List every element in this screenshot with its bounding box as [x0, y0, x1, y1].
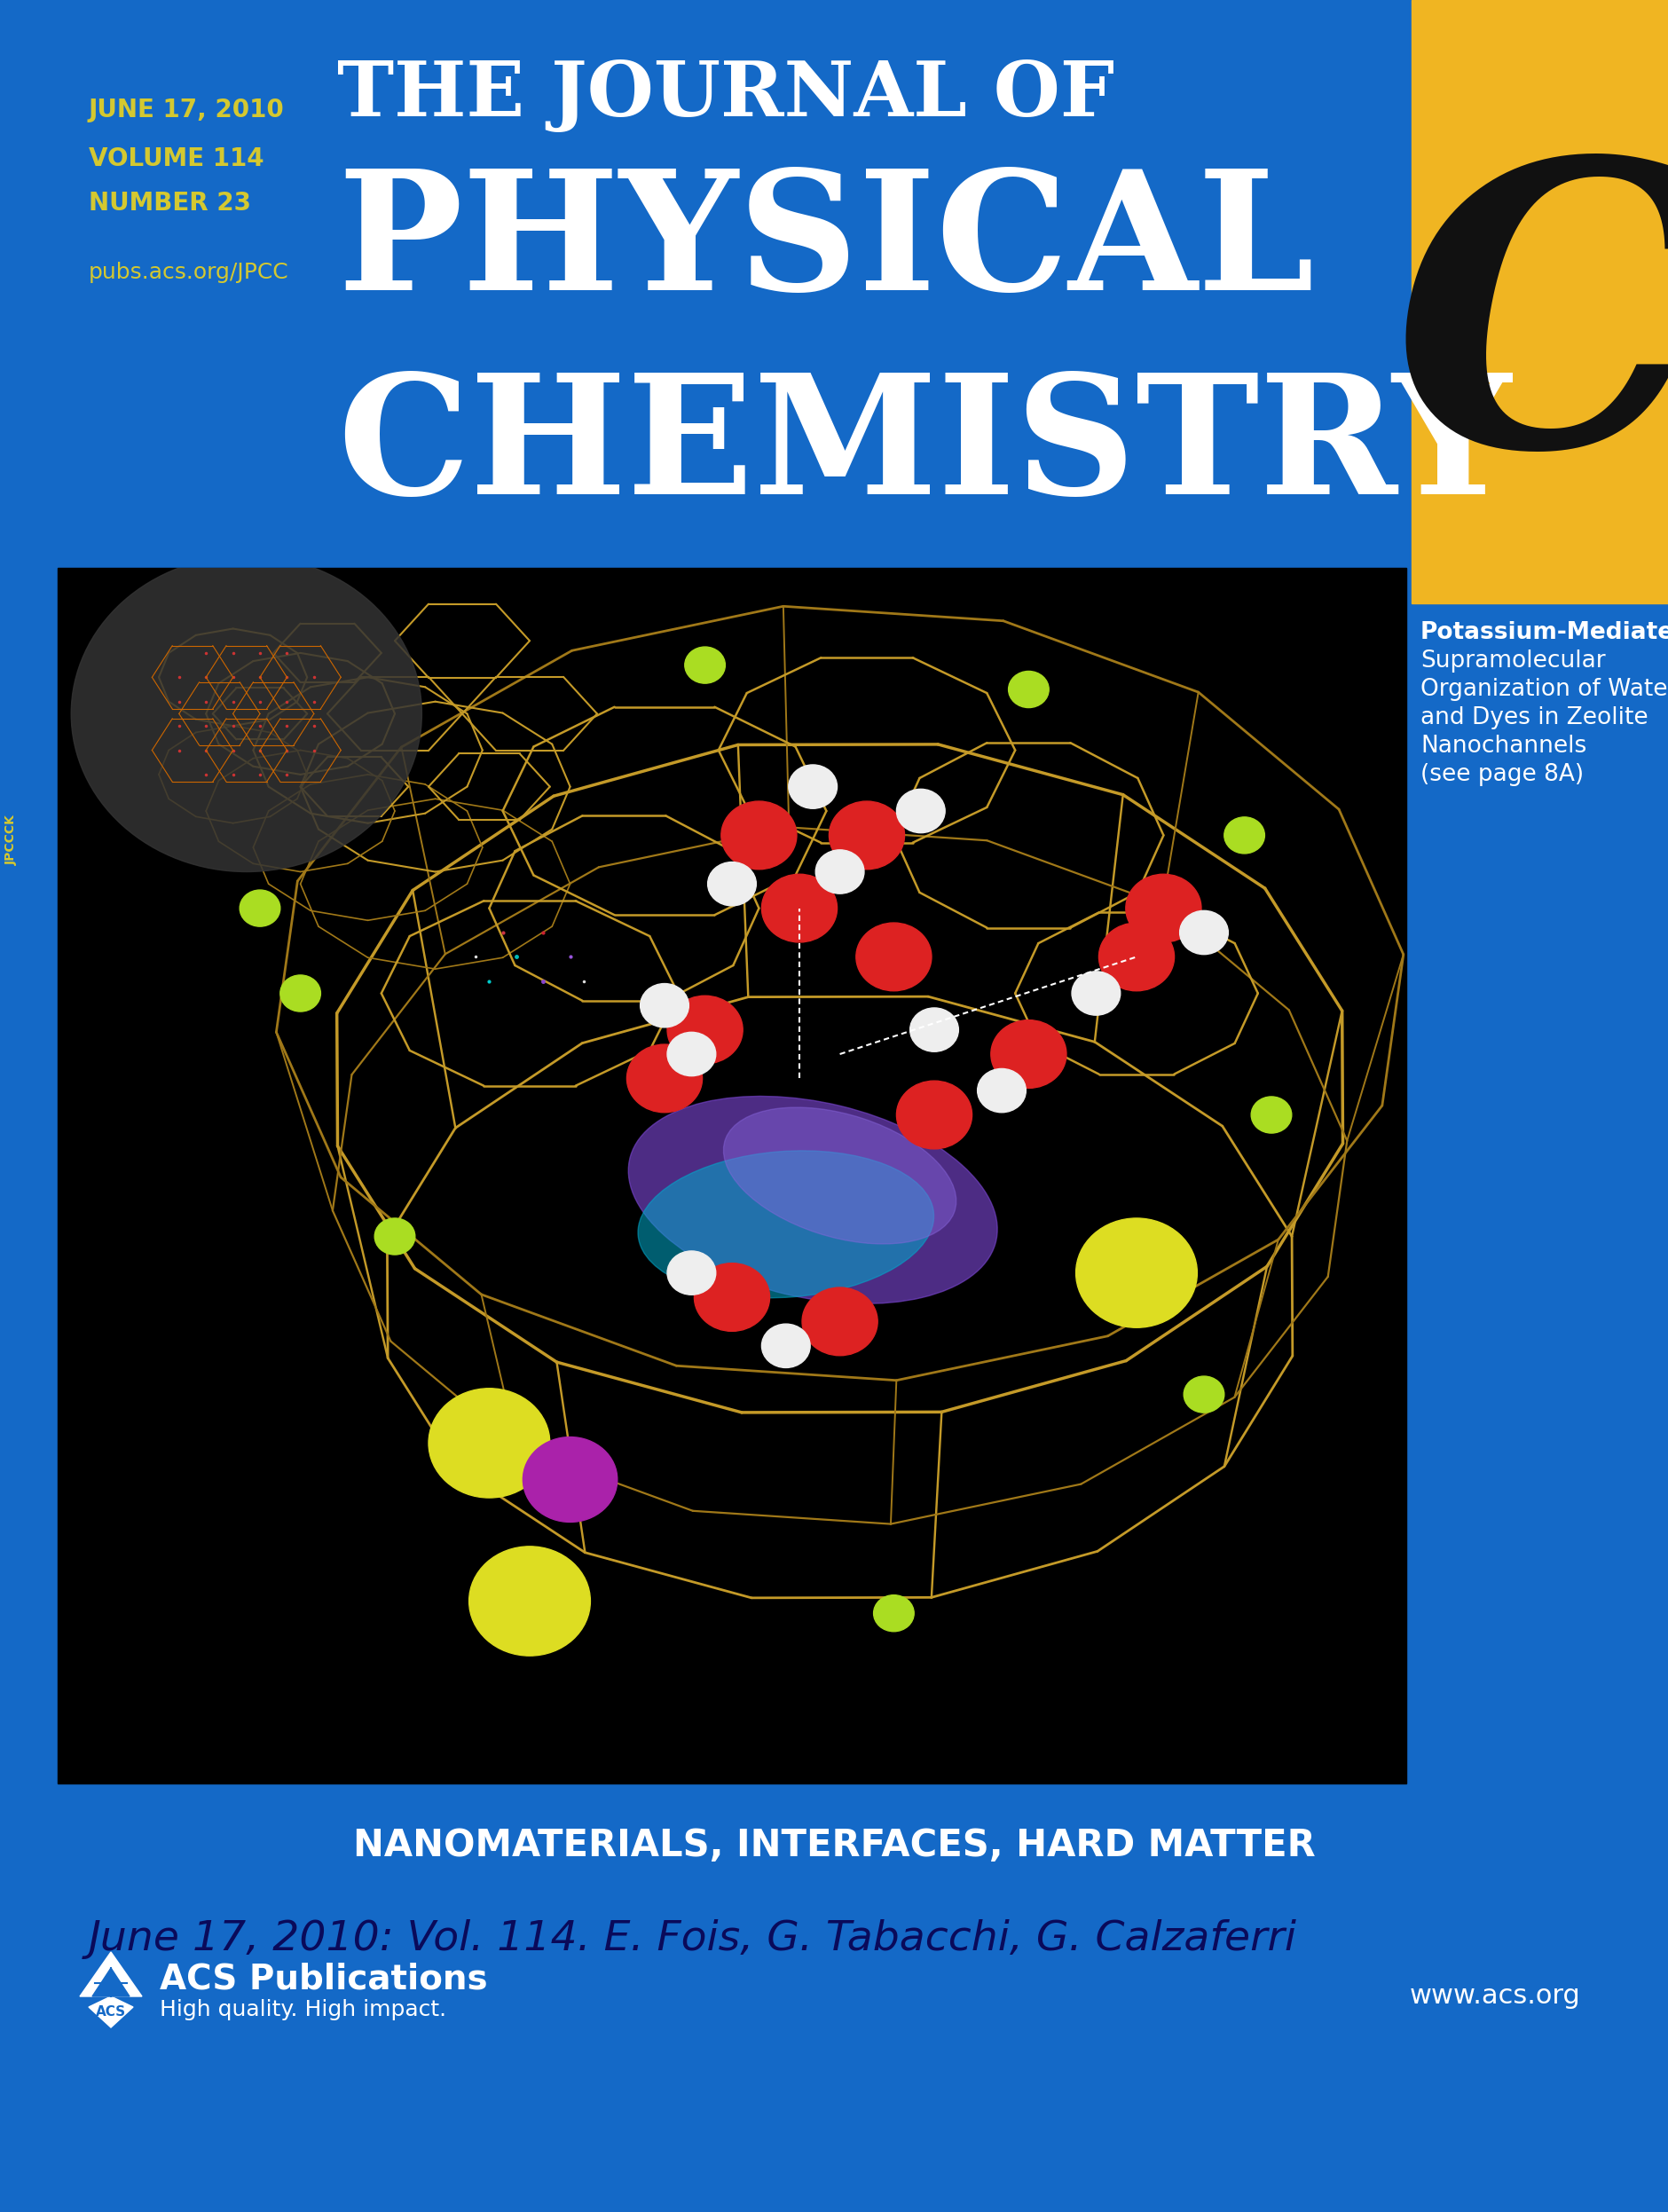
Text: Potassium-Mediated: Potassium-Mediated — [1419, 622, 1668, 644]
Bar — [1411, 0, 1668, 604]
Text: ACS: ACS — [95, 2004, 127, 2017]
Polygon shape — [88, 1997, 133, 2028]
Circle shape — [1179, 911, 1228, 953]
Circle shape — [896, 1082, 971, 1148]
Circle shape — [816, 849, 864, 894]
Circle shape — [909, 1009, 957, 1051]
Circle shape — [667, 1252, 716, 1294]
Circle shape — [684, 646, 726, 684]
Circle shape — [667, 1033, 716, 1075]
Circle shape — [721, 801, 796, 869]
Circle shape — [761, 1325, 809, 1367]
Circle shape — [977, 1068, 1026, 1113]
Circle shape — [469, 1546, 590, 1657]
Circle shape — [522, 1438, 617, 1522]
Circle shape — [802, 1287, 877, 1356]
Text: Organization of Water: Organization of Water — [1419, 677, 1668, 701]
Circle shape — [1126, 874, 1201, 942]
Text: NANOMATERIALS, INTERFACES, HARD MATTER: NANOMATERIALS, INTERFACES, HARD MATTER — [354, 1827, 1314, 1865]
Circle shape — [856, 922, 931, 991]
Ellipse shape — [637, 1150, 934, 1298]
Circle shape — [872, 1595, 914, 1632]
Circle shape — [991, 1020, 1066, 1088]
Circle shape — [1071, 971, 1119, 1015]
Bar — [58, 568, 1406, 1783]
Circle shape — [1183, 1376, 1224, 1413]
Text: C: C — [1391, 146, 1668, 529]
Ellipse shape — [629, 1097, 997, 1303]
Circle shape — [429, 1389, 550, 1498]
Circle shape — [761, 874, 837, 942]
Circle shape — [707, 863, 756, 905]
Text: ACS Publications: ACS Publications — [160, 1962, 487, 1995]
Polygon shape — [80, 1951, 142, 1997]
Text: pubs.acs.org/JPCC: pubs.acs.org/JPCC — [88, 261, 289, 283]
Circle shape — [694, 1263, 769, 1332]
Circle shape — [1098, 922, 1174, 991]
Text: High quality. High impact.: High quality. High impact. — [160, 2000, 445, 2020]
Text: VOLUME 114: VOLUME 114 — [88, 146, 264, 170]
Circle shape — [641, 984, 689, 1026]
Text: Nanochannels: Nanochannels — [1419, 734, 1586, 759]
Circle shape — [72, 555, 422, 872]
Circle shape — [240, 889, 280, 927]
Text: www.acs.org: www.acs.org — [1408, 1984, 1580, 2008]
Text: CHEMISTRY: CHEMISTRY — [337, 367, 1511, 529]
Text: PHYSICAL: PHYSICAL — [337, 164, 1314, 325]
Circle shape — [789, 765, 837, 810]
Circle shape — [1224, 816, 1264, 854]
Text: JPCCCK: JPCCCK — [5, 814, 18, 865]
Circle shape — [1007, 670, 1048, 708]
Circle shape — [1251, 1097, 1291, 1133]
Text: and Dyes in Zeolite: and Dyes in Zeolite — [1419, 706, 1648, 730]
Text: Supramolecular: Supramolecular — [1419, 650, 1605, 672]
Circle shape — [374, 1219, 415, 1254]
Text: THE JOURNAL OF: THE JOURNAL OF — [337, 58, 1114, 133]
Circle shape — [829, 801, 904, 869]
Polygon shape — [92, 1969, 130, 1997]
Circle shape — [896, 790, 944, 834]
Ellipse shape — [724, 1108, 956, 1243]
Text: NUMBER 23: NUMBER 23 — [88, 190, 250, 215]
Circle shape — [1076, 1219, 1196, 1327]
Circle shape — [667, 995, 742, 1064]
Text: June 17, 2010: Vol. 114. E. Fois, G. Tabacchi, G. Calzaferri: June 17, 2010: Vol. 114. E. Fois, G. Tab… — [88, 1918, 1296, 1958]
Text: JUNE 17, 2010: JUNE 17, 2010 — [88, 97, 285, 122]
Circle shape — [280, 975, 320, 1011]
Circle shape — [627, 1044, 702, 1113]
Text: (see page 8A): (see page 8A) — [1419, 763, 1583, 785]
